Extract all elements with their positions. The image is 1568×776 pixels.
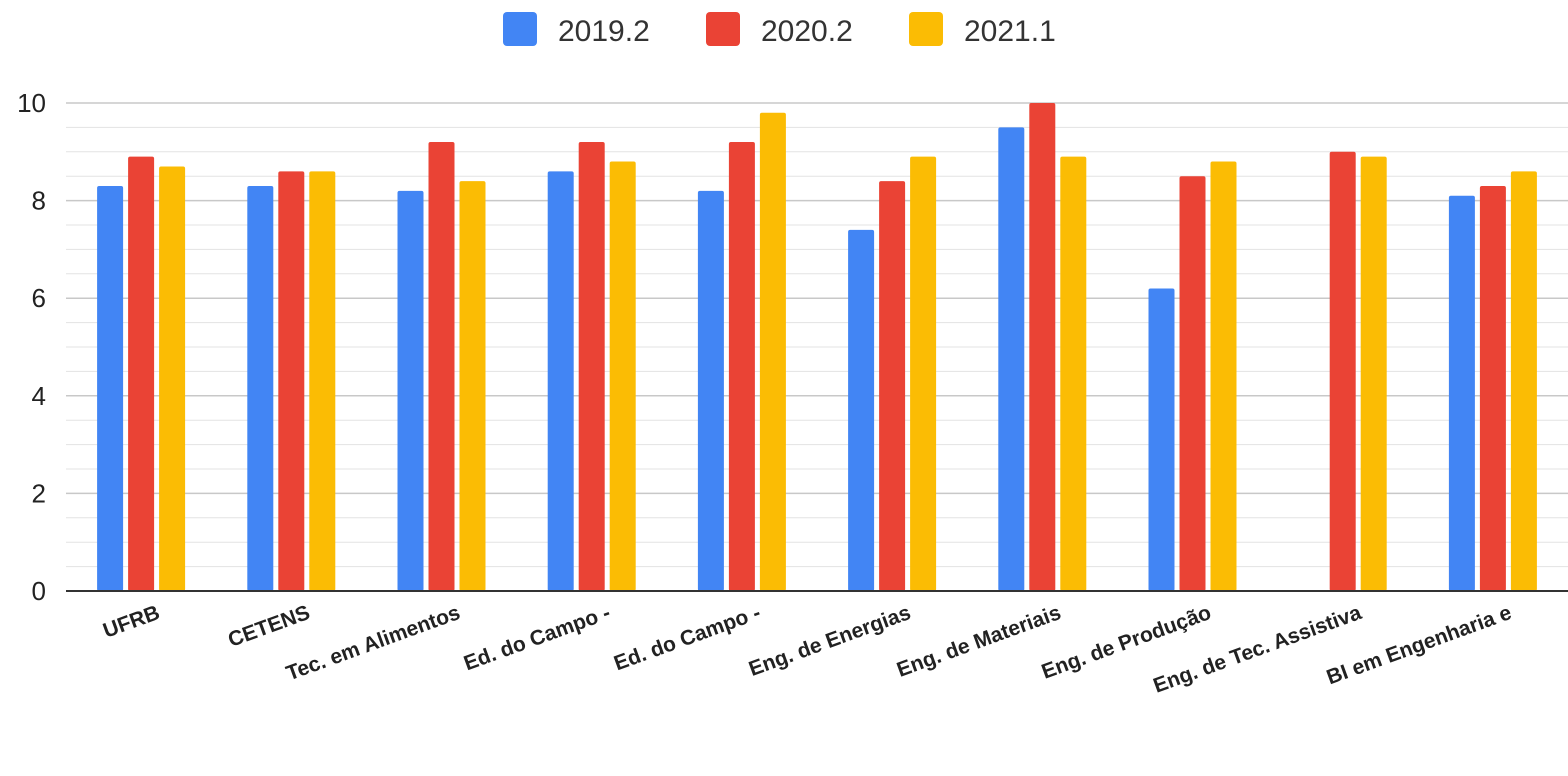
legend-swatch (909, 12, 943, 46)
y-tick-label: 10 (17, 88, 46, 118)
bar (1060, 157, 1086, 591)
x-tick-label: Eng. de Energias (746, 601, 914, 681)
y-axis-ticks: 0 2 4 6 8 10 (17, 88, 46, 606)
bar (698, 191, 724, 591)
bar (910, 157, 936, 591)
x-tick-label: Ed. do Campo - (461, 601, 614, 675)
bar (1449, 196, 1475, 591)
x-tick-label: CETENS (225, 601, 313, 652)
y-tick-label: 0 (32, 576, 46, 606)
bar (998, 127, 1024, 591)
bar (429, 142, 455, 591)
y-tick-label: 8 (32, 186, 46, 216)
bar (760, 113, 786, 591)
y-tick-label: 4 (32, 381, 46, 411)
legend-label: 2019.2 (558, 15, 650, 48)
bar (1149, 288, 1175, 591)
bar (1330, 152, 1356, 591)
bar (398, 191, 424, 591)
chart-legend: 2019.2 2020.2 2021.1 (503, 12, 1056, 48)
bar (610, 162, 636, 591)
x-tick-label: Tec. em Alimentos (283, 601, 463, 685)
bar (278, 171, 304, 591)
legend-swatch (706, 12, 740, 46)
legend-swatch (503, 12, 537, 46)
y-tick-label: 2 (32, 478, 46, 508)
bar (579, 142, 605, 591)
bar (1361, 157, 1387, 591)
bar (1511, 171, 1537, 591)
bar (97, 186, 123, 591)
bar (1029, 103, 1055, 591)
bar (309, 171, 335, 591)
legend-label: 2021.1 (964, 15, 1056, 48)
bar (128, 157, 154, 591)
legend-label: 2020.2 (761, 15, 853, 48)
bar (548, 171, 574, 591)
x-tick-label: Ed. do Campo - (611, 601, 764, 675)
bar (1480, 186, 1506, 591)
y-tick-label: 6 (32, 283, 46, 313)
x-tick-label: UFRB (100, 601, 163, 643)
bar (1180, 176, 1206, 591)
bar (460, 181, 486, 591)
bar (729, 142, 755, 591)
bar (159, 166, 185, 591)
bar (879, 181, 905, 591)
bar (1211, 162, 1237, 591)
x-tick-label: Eng. de Materiais (894, 601, 1064, 682)
bar (247, 186, 273, 591)
bar (848, 230, 874, 591)
